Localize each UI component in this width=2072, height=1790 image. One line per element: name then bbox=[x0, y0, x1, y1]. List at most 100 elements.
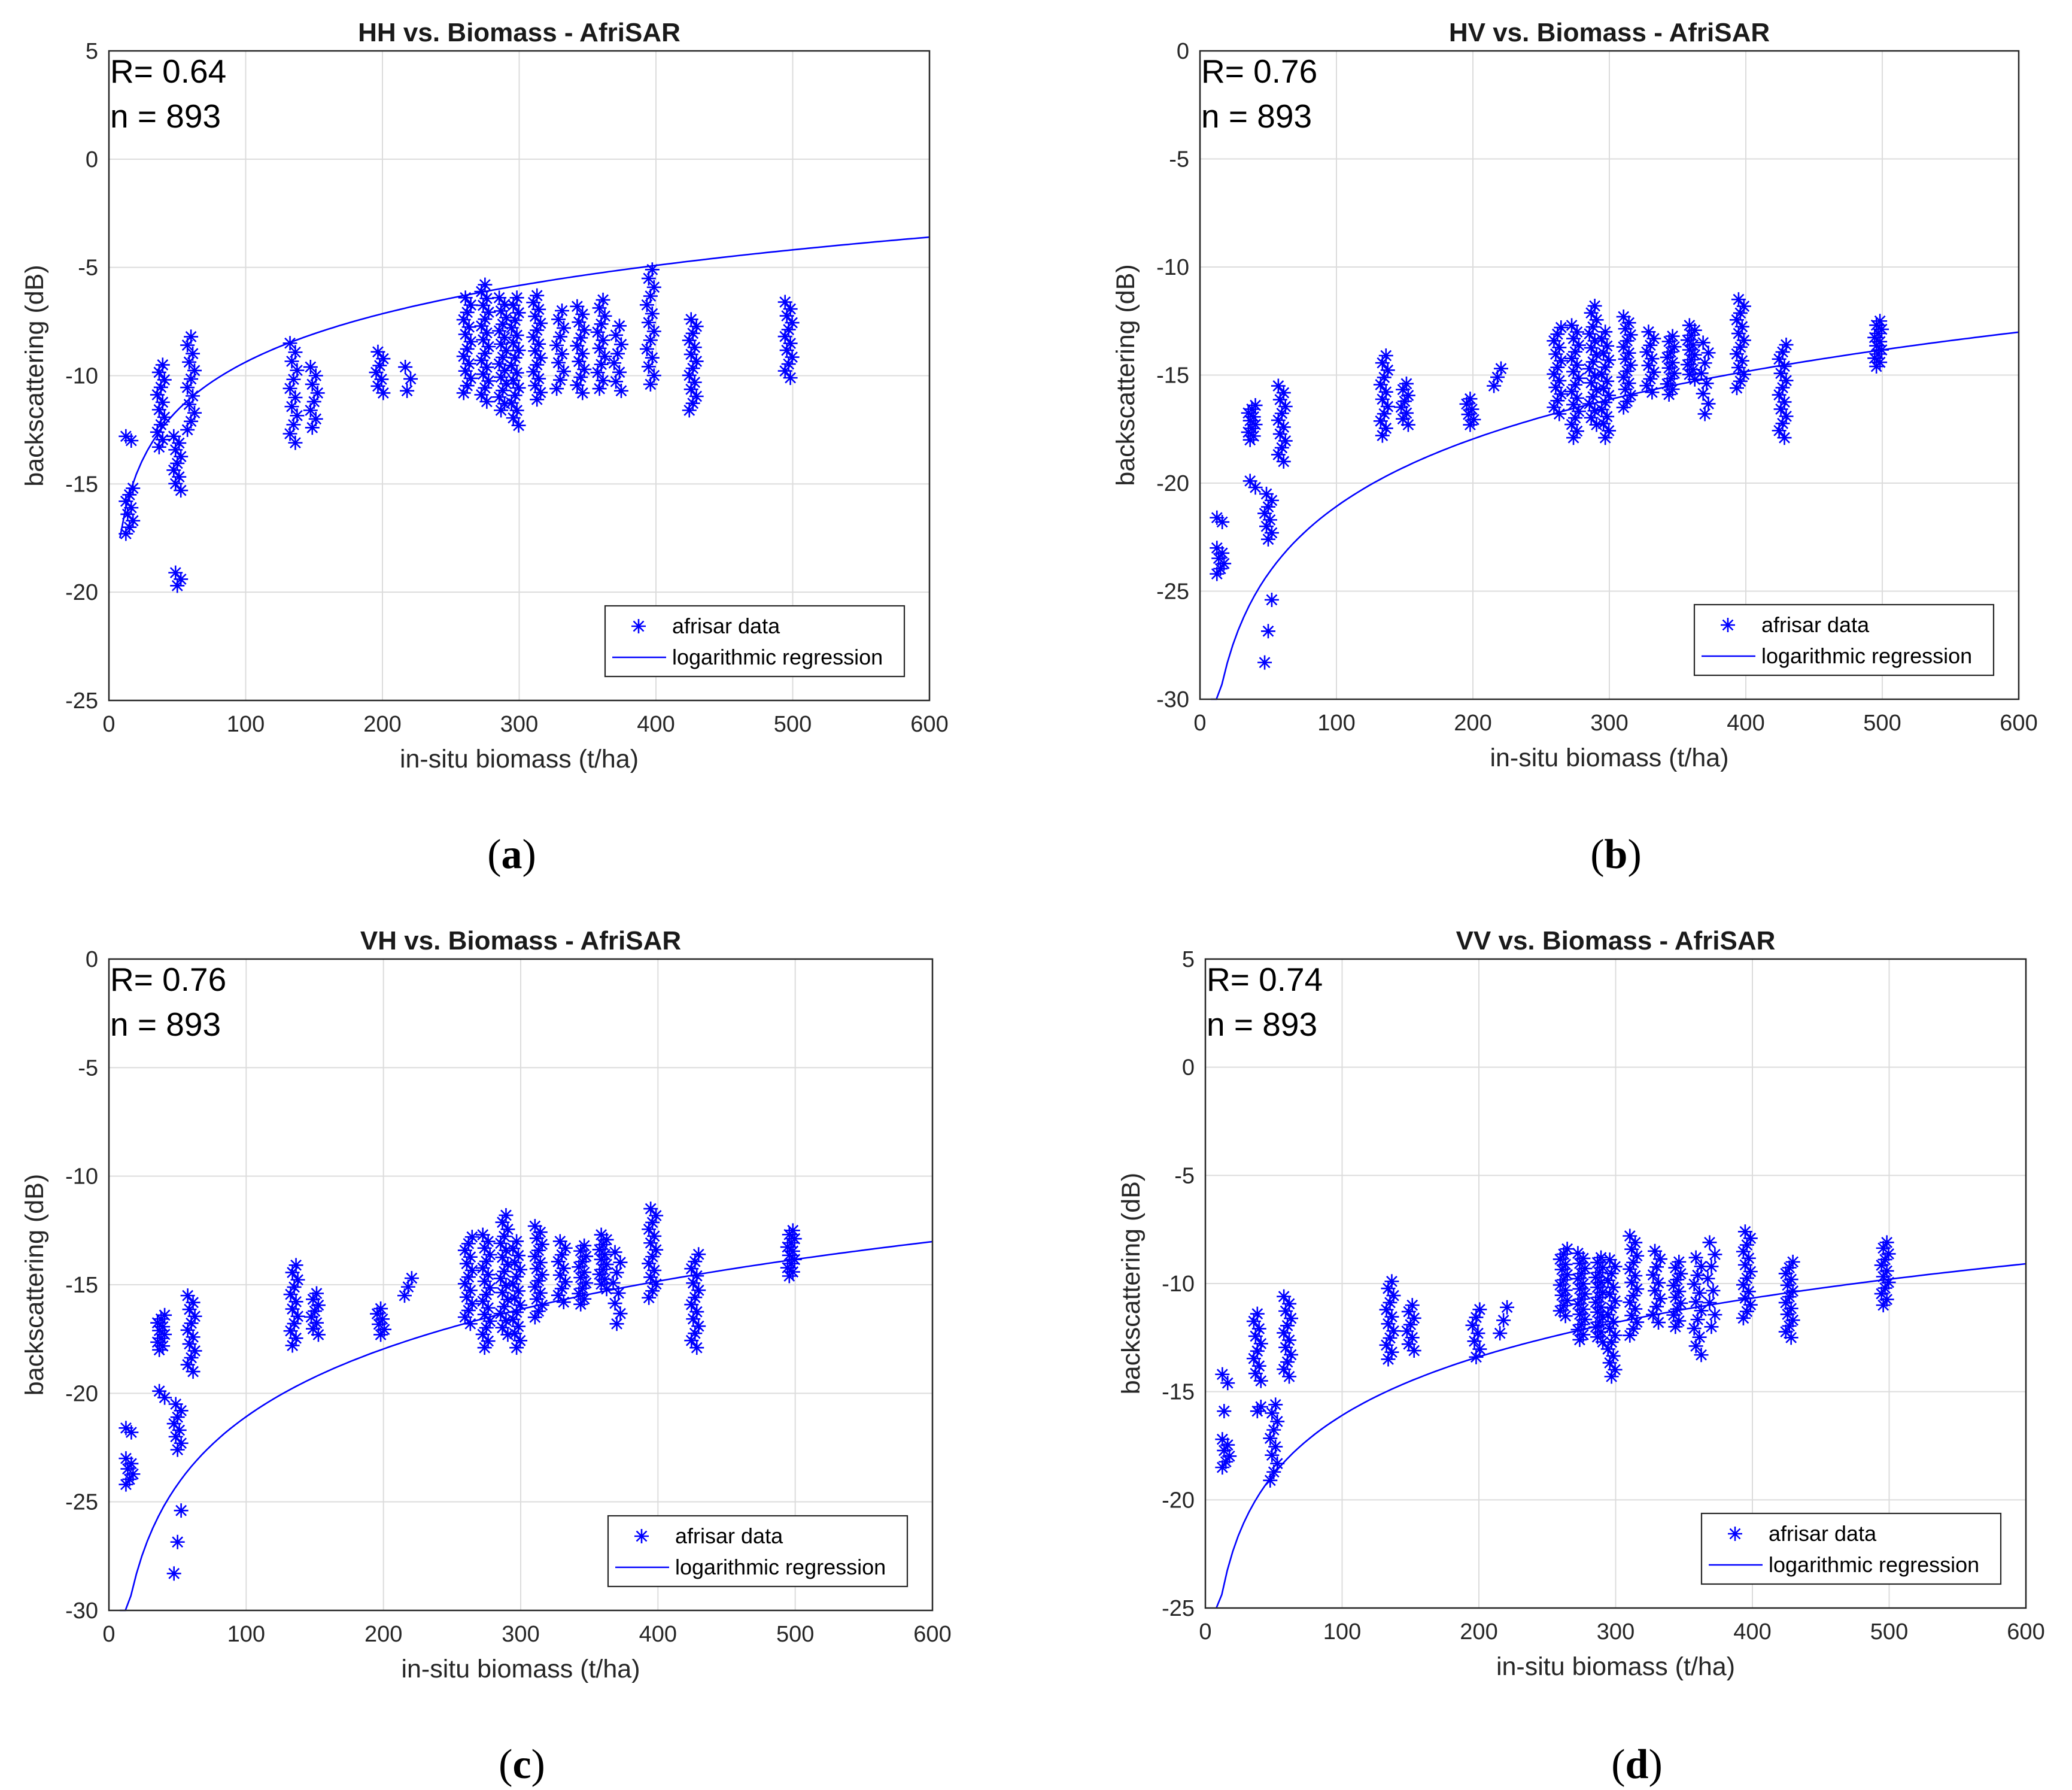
x-tick-label: 200 bbox=[363, 712, 401, 737]
data-point bbox=[554, 1248, 569, 1263]
data-point bbox=[779, 343, 794, 358]
data-point bbox=[1248, 480, 1263, 495]
data-point bbox=[534, 1237, 549, 1252]
data-point bbox=[174, 483, 189, 498]
data-point bbox=[577, 323, 592, 338]
data-point bbox=[1553, 1252, 1567, 1267]
data-point bbox=[372, 358, 387, 373]
data-point bbox=[1493, 361, 1508, 376]
data-point bbox=[1560, 1242, 1575, 1257]
data-point bbox=[1618, 382, 1633, 397]
data-point bbox=[1263, 1473, 1278, 1488]
data-point bbox=[527, 1219, 542, 1234]
data-point bbox=[1616, 339, 1631, 354]
y-tick-label: -20 bbox=[65, 580, 98, 605]
data-point bbox=[306, 1292, 321, 1307]
data-point bbox=[1734, 353, 1749, 368]
data-point bbox=[1736, 333, 1751, 348]
data-point bbox=[457, 1276, 472, 1291]
y-tick-label: -10 bbox=[65, 364, 98, 389]
scatter-series bbox=[1215, 1224, 1896, 1488]
data-point bbox=[310, 386, 325, 401]
data-point bbox=[1600, 1307, 1615, 1322]
data-point bbox=[308, 368, 323, 383]
data-point bbox=[1210, 541, 1225, 556]
data-point bbox=[645, 350, 660, 365]
data-point bbox=[685, 326, 700, 341]
data-point bbox=[1215, 1367, 1230, 1382]
data-point bbox=[573, 330, 588, 345]
data-point bbox=[612, 365, 627, 380]
data-point bbox=[1623, 357, 1638, 372]
data-point bbox=[186, 1295, 200, 1310]
data-point bbox=[592, 1267, 607, 1282]
data-point bbox=[475, 1327, 490, 1342]
data-point bbox=[155, 357, 170, 372]
data-point bbox=[551, 1254, 566, 1269]
data-point bbox=[461, 1303, 476, 1318]
r-value-annotation: R= 0.74 bbox=[1207, 961, 1323, 998]
data-point bbox=[479, 1287, 494, 1302]
chart-title: HV vs. Biomass - AfriSAR bbox=[1449, 18, 1770, 47]
data-point bbox=[1648, 1243, 1663, 1258]
data-point bbox=[477, 1340, 492, 1355]
data-point bbox=[607, 1296, 622, 1311]
data-point bbox=[1687, 1276, 1702, 1291]
data-point bbox=[496, 317, 511, 332]
data-point bbox=[1217, 1404, 1232, 1419]
data-point bbox=[1568, 411, 1582, 426]
data-point bbox=[1277, 1362, 1292, 1377]
data-point bbox=[682, 368, 697, 383]
panel-label: (c) bbox=[499, 1742, 545, 1788]
data-point bbox=[575, 346, 590, 361]
data-point bbox=[311, 1327, 326, 1342]
data-point bbox=[1646, 331, 1661, 346]
data-point bbox=[1569, 424, 1584, 439]
data-point bbox=[528, 309, 543, 324]
data-point bbox=[689, 389, 704, 403]
data-point bbox=[1661, 360, 1676, 375]
data-point bbox=[643, 1236, 658, 1251]
data-point bbox=[457, 1310, 472, 1325]
data-point bbox=[553, 329, 568, 344]
data-point bbox=[155, 395, 170, 409]
data-point bbox=[529, 1231, 544, 1246]
data-point bbox=[456, 386, 471, 401]
data-point bbox=[533, 1225, 548, 1240]
data-point bbox=[552, 1267, 567, 1282]
data-point bbox=[400, 1279, 415, 1294]
data-point bbox=[554, 1281, 569, 1296]
data-point bbox=[180, 1288, 195, 1303]
data-point bbox=[174, 1436, 189, 1451]
data-point bbox=[1704, 1259, 1719, 1274]
data-point bbox=[1604, 1334, 1619, 1349]
data-point bbox=[1873, 334, 1888, 349]
data-point bbox=[1584, 305, 1599, 320]
data-point bbox=[499, 343, 514, 358]
data-point bbox=[1375, 392, 1390, 406]
data-point bbox=[1775, 416, 1790, 431]
data-point bbox=[1694, 1348, 1709, 1363]
data-point bbox=[1571, 338, 1586, 353]
data-point bbox=[1571, 404, 1586, 419]
data-point bbox=[492, 323, 507, 338]
data-point bbox=[641, 271, 656, 286]
data-point bbox=[285, 1301, 300, 1316]
data-point bbox=[1630, 1282, 1645, 1297]
y-tick-label: -15 bbox=[65, 1273, 98, 1298]
data-point bbox=[493, 1271, 508, 1286]
data-point bbox=[511, 1284, 526, 1298]
data-point bbox=[1876, 1298, 1891, 1313]
data-point bbox=[1682, 318, 1697, 333]
data-point bbox=[1667, 339, 1682, 354]
data-point bbox=[1261, 499, 1275, 514]
data-point bbox=[1646, 365, 1661, 380]
data-point bbox=[642, 1256, 657, 1271]
data-point bbox=[590, 324, 605, 339]
data-point bbox=[290, 1272, 305, 1287]
data-point bbox=[1700, 1271, 1715, 1286]
data-point bbox=[1733, 374, 1748, 389]
legend: afrisar data logarithmic regression bbox=[1700, 1512, 2002, 1585]
data-point bbox=[170, 1442, 185, 1457]
data-point bbox=[1280, 1355, 1295, 1370]
